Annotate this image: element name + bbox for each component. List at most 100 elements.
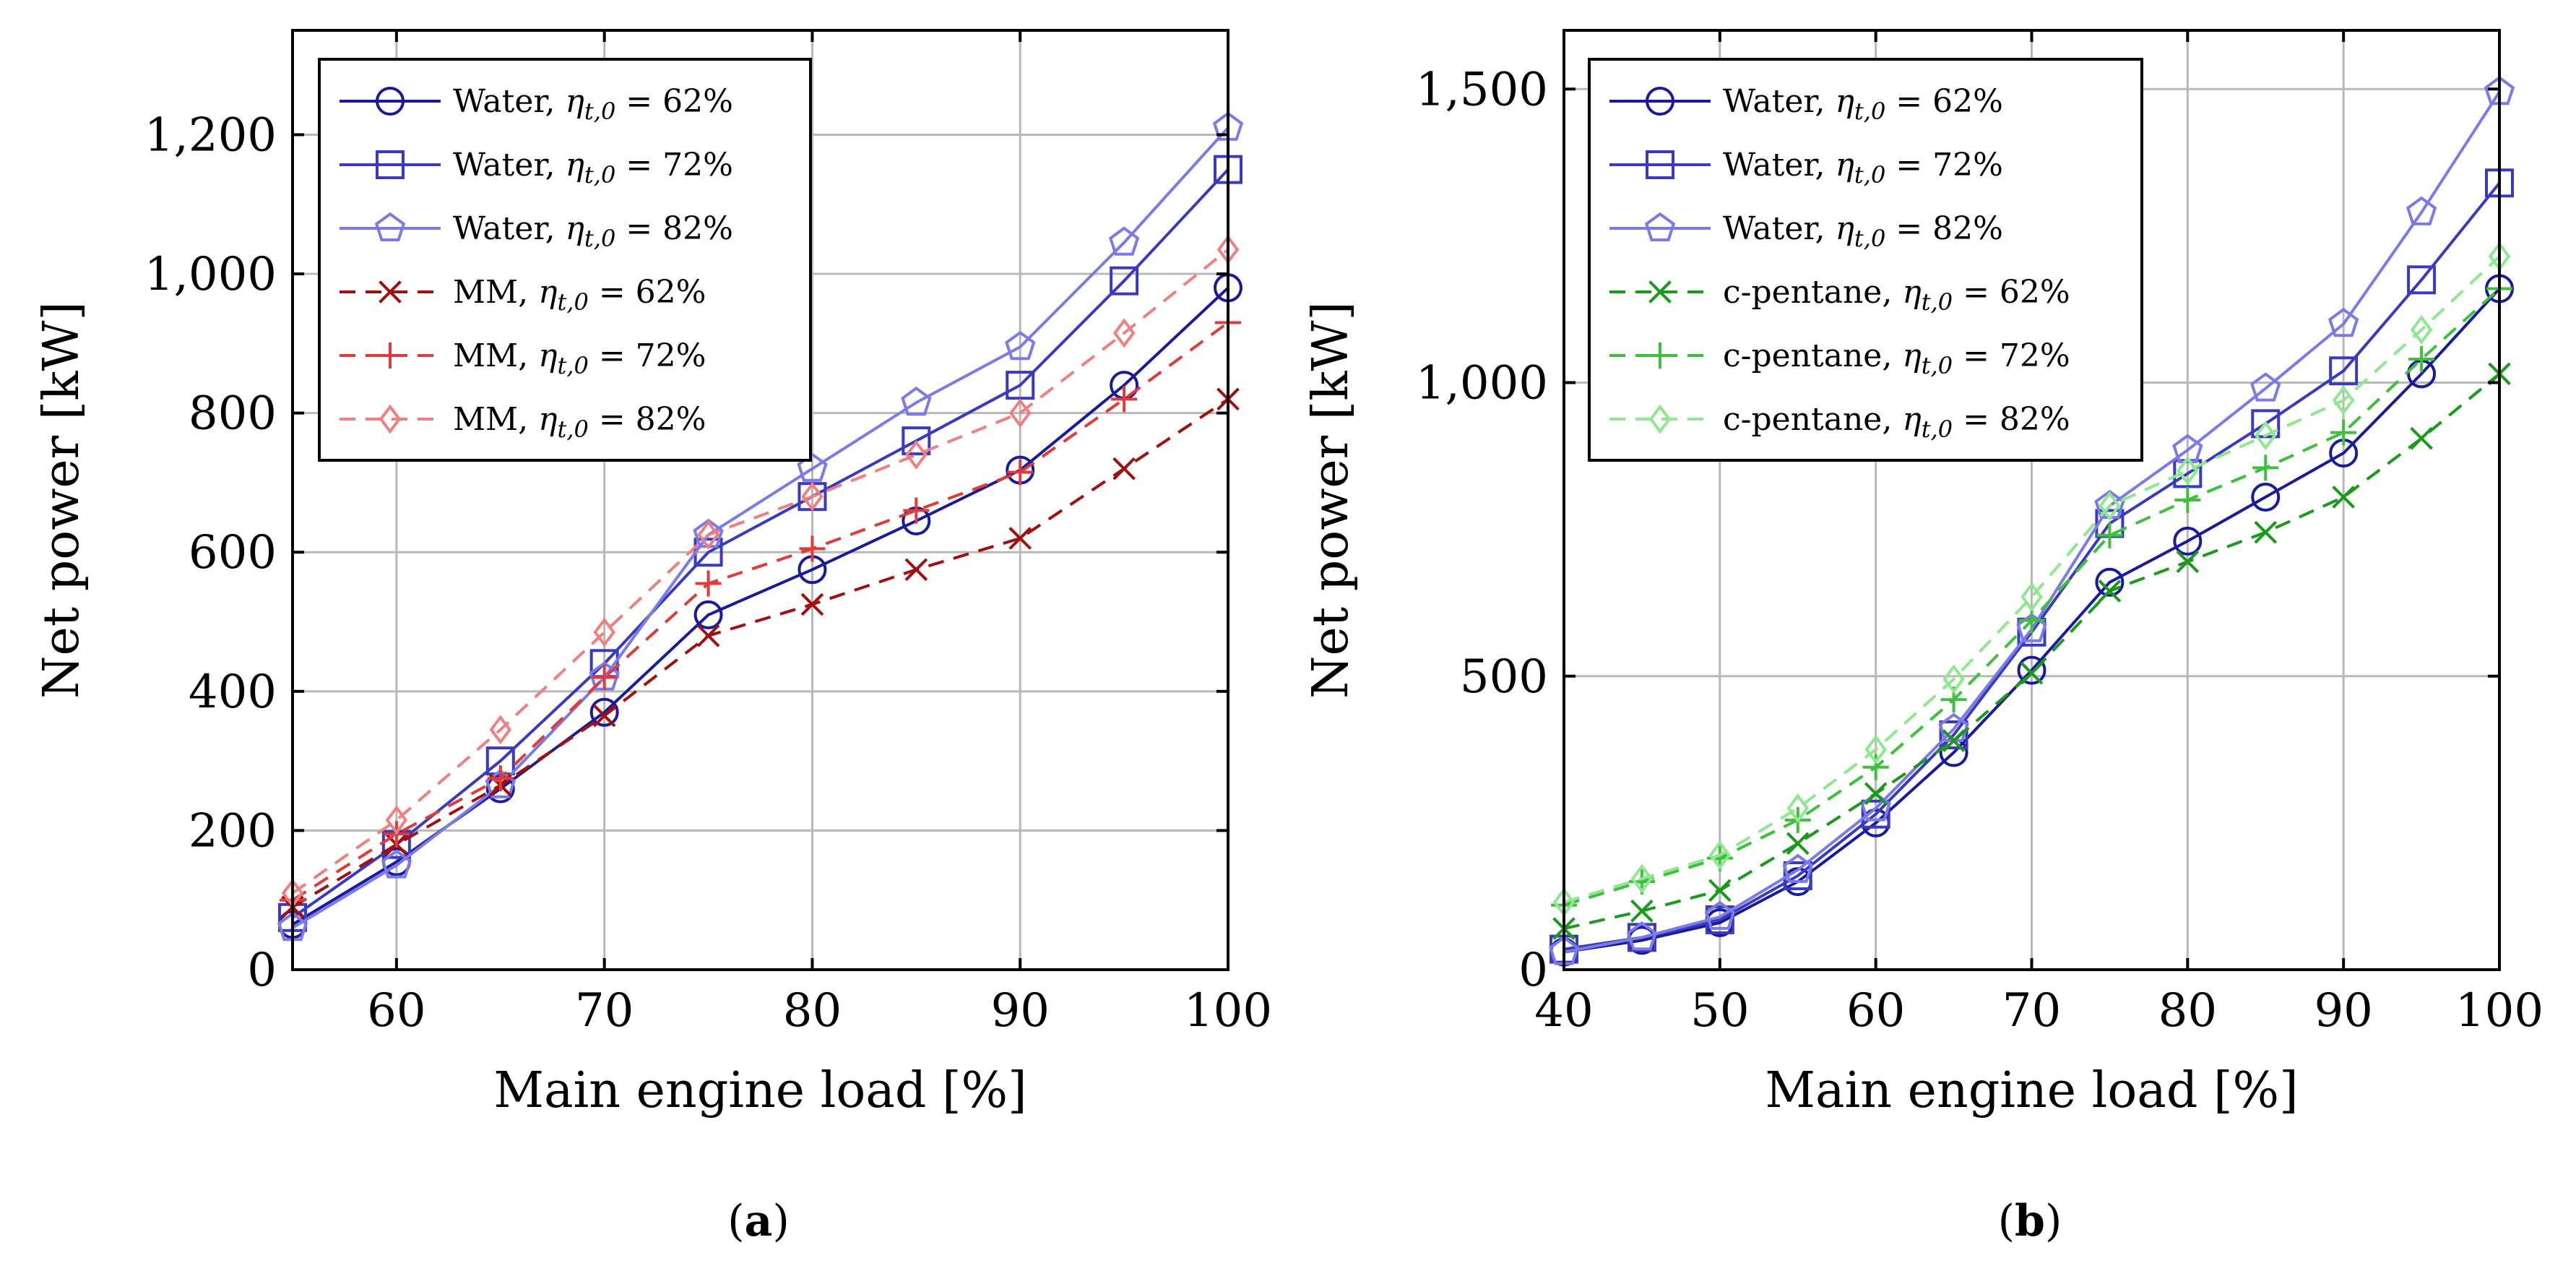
series-line xyxy=(1563,255,2501,904)
data-point xyxy=(1860,792,1891,822)
legend-swatch-marker xyxy=(379,404,402,434)
data-point xyxy=(902,426,931,456)
data-point xyxy=(1630,863,1654,894)
legend-label: Water, ηt,0 = 62% xyxy=(453,83,733,125)
data-point xyxy=(2252,454,2279,481)
data-point xyxy=(697,520,719,550)
y-tick-label: 400 xyxy=(189,665,277,719)
series-line xyxy=(291,168,1229,919)
data-point xyxy=(2172,434,2203,463)
data-point xyxy=(1942,664,1965,694)
legend-item: Water, ηt,0 = 72% xyxy=(340,147,733,189)
x-tick-label: 80 xyxy=(783,984,842,1038)
legend-swatch-marker xyxy=(1648,404,1672,434)
legend-item: MM, ηt,0 = 62% xyxy=(340,274,706,316)
data-point xyxy=(903,497,930,524)
legend-swatch-marker xyxy=(377,342,403,369)
plot-frame xyxy=(291,29,1229,971)
series-3 xyxy=(1552,362,2511,940)
data-point xyxy=(487,765,514,792)
data-point xyxy=(2016,613,2047,642)
x-tick-label: 70 xyxy=(2002,984,2061,1038)
data-point xyxy=(904,558,928,582)
legend-swatch-marker xyxy=(1647,342,1673,369)
x-tick-label: 90 xyxy=(991,984,1050,1038)
legend-item: MM, ηt,0 = 82% xyxy=(340,401,706,443)
data-point xyxy=(2017,655,2046,685)
legend-label: c-pentane, ηt,0 = 72% xyxy=(1723,337,2070,379)
data-point xyxy=(2410,314,2433,345)
data-point xyxy=(2174,487,2201,513)
data-point xyxy=(693,600,723,629)
x-tick-label: 50 xyxy=(1690,984,1749,1038)
legend-item: Water, ηt,0 = 62% xyxy=(1609,83,2003,125)
legend-label: Water, ηt,0 = 82% xyxy=(1723,210,2003,252)
series-line xyxy=(291,248,1229,895)
x-axis-title: Main engine load [%] xyxy=(1765,1062,2298,1119)
data-point xyxy=(1630,899,1654,923)
data-point xyxy=(1786,832,1810,856)
data-point xyxy=(2251,482,2281,512)
legend-label: c-pentane, ηt,0 = 82% xyxy=(1723,401,2070,443)
legend-item: c-pentane, ηt,0 = 62% xyxy=(1609,274,2070,316)
data-point xyxy=(2410,426,2433,450)
legend-item: Water, ηt,0 = 82% xyxy=(1609,210,2003,252)
data-point xyxy=(589,697,619,727)
data-point xyxy=(1112,318,1136,348)
series-2 xyxy=(277,111,1244,942)
data-point xyxy=(2407,265,2437,295)
data-point xyxy=(801,481,824,512)
y-tick-label: 0 xyxy=(247,944,277,997)
data-point xyxy=(2254,421,2277,451)
y-tick-label: 1,200 xyxy=(144,108,277,162)
legend-label: MM, ηt,0 = 82% xyxy=(453,401,706,443)
y-tick-label: 600 xyxy=(189,526,277,580)
series-5 xyxy=(281,234,1240,908)
data-point xyxy=(905,439,928,470)
data-point xyxy=(2329,356,2359,386)
legend-item: c-pentane, ηt,0 = 72% xyxy=(1609,337,2070,379)
y-tick-label: 1,000 xyxy=(1416,357,1548,410)
y-tick-label: 1,500 xyxy=(1416,63,1548,116)
legend-label: c-pentane, ηt,0 = 62% xyxy=(1723,274,2070,316)
data-point xyxy=(2250,372,2281,402)
legend-item: Water, ηt,0 = 72% xyxy=(1609,147,2003,189)
legend-box xyxy=(1588,58,2143,462)
data-point xyxy=(489,715,512,745)
series-3 xyxy=(281,387,1240,919)
legend-item: Water, ηt,0 = 62% xyxy=(340,83,733,125)
y-tick-label: 800 xyxy=(189,387,277,441)
legend-swatch-marker xyxy=(1648,280,1672,303)
data-point xyxy=(593,617,615,647)
legend-swatch-marker xyxy=(376,87,405,116)
chart-panel-a: 60 70 80 90 100 0 200 400 600 800 1,000 1,200 Main e… xyxy=(33,29,1272,1246)
legend-item: MM, ηt,0 = 72% xyxy=(340,337,706,379)
data-point xyxy=(1861,799,1890,829)
data-point xyxy=(695,570,722,597)
chart-panel-b: 40 50 60 70 80 90 100 0 500 1,000 1,500 Main engine… xyxy=(1302,29,2543,1246)
legend-swatch-marker xyxy=(1646,87,1674,116)
panel-caption: (a) xyxy=(727,1196,790,1246)
panel-caption: (b) xyxy=(1998,1196,2062,1246)
x-tick-label: 60 xyxy=(1846,984,1905,1038)
y-axis-title: Net power [kW] xyxy=(33,301,90,699)
data-point xyxy=(799,535,826,562)
data-point xyxy=(2254,520,2278,544)
legend-swatch-marker xyxy=(374,212,406,241)
series-line xyxy=(291,321,1229,902)
series-line xyxy=(1563,288,2501,954)
data-point xyxy=(381,849,412,879)
data-point xyxy=(1782,853,1813,883)
data-point xyxy=(385,805,408,835)
legend-item: c-pentane, ηt,0 = 82% xyxy=(1609,401,2070,443)
data-point xyxy=(2096,522,2123,548)
data-point xyxy=(1008,527,1032,550)
data-point xyxy=(591,664,618,691)
data-point xyxy=(2330,419,2357,446)
data-point xyxy=(2176,550,2200,574)
data-point xyxy=(1007,459,1034,486)
data-point xyxy=(2332,486,2355,509)
legend-label: Water, ηt,0 = 82% xyxy=(453,210,733,252)
y-tick-label: 500 xyxy=(1460,650,1548,704)
data-point xyxy=(1708,879,1732,902)
